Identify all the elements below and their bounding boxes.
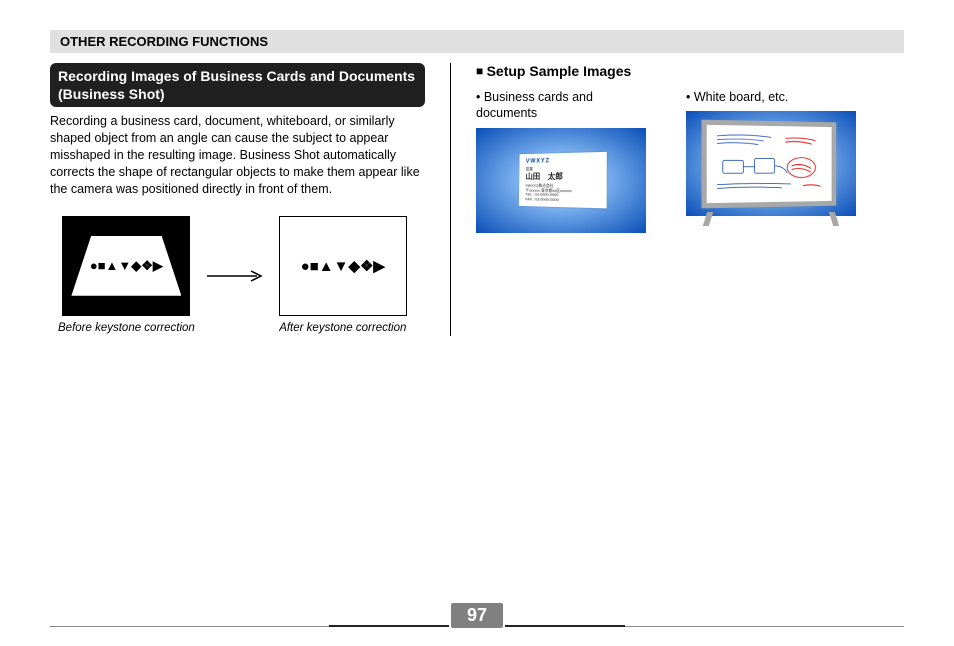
- feature-description: Recording a business card, document, whi…: [50, 113, 425, 197]
- whiteboard-scribble-icon: [713, 130, 826, 198]
- whiteboard-stand-icon: [701, 212, 841, 218]
- page-container: OTHER RECORDING FUNCTIONS Recording Imag…: [0, 0, 954, 336]
- sample-bizcard-image: VWXYZ 営業 山田 太郎 VWXYZ株式会社 〒xxxxxx 東京都xx区x…: [476, 128, 646, 233]
- after-caption: After keystone correction: [279, 322, 406, 336]
- left-column: Recording Images of Business Cards and D…: [50, 63, 450, 336]
- right-column: ■ Setup Sample Images • Business cards a…: [450, 63, 870, 336]
- bizcard-fax: FAX : 03-0000-0000: [525, 197, 599, 203]
- shape-glyphs-after: ●■▲▼◆❖▶: [301, 257, 385, 275]
- sample-heading-text: Setup Sample Images: [487, 63, 632, 79]
- keystone-figure-row: ●■▲▼◆❖▶ Before keystone correction ●■▲▼◆…: [58, 216, 425, 336]
- bizcard-name: 山田 太郎: [525, 171, 599, 182]
- sample-bizcard-col: • Business cards and documents VWXYZ 営業 …: [476, 89, 656, 233]
- before-image: ●■▲▼◆❖▶: [62, 216, 190, 316]
- sample-heading: ■ Setup Sample Images: [476, 63, 870, 79]
- sample-whiteboard-image: [686, 111, 856, 216]
- shape-glyphs: ●■▲▼◆❖▶: [90, 258, 163, 274]
- sample-label-whiteboard: • White board, etc.: [686, 89, 866, 105]
- before-figure: ●■▲▼◆❖▶ Before keystone correction: [58, 216, 195, 336]
- arrow-right-icon: [207, 270, 267, 282]
- sample-label-bizcard: • Business cards and documents: [476, 89, 656, 122]
- feature-title: Recording Images of Business Cards and D…: [50, 63, 425, 107]
- after-figure: ●■▲▼◆❖▶ After keystone correction: [279, 216, 407, 336]
- whiteboard: [701, 119, 836, 208]
- bizcard-logo: VWXYZ: [526, 157, 600, 164]
- two-column-layout: Recording Images of Business Cards and D…: [50, 63, 904, 336]
- before-caption: Before keystone correction: [58, 322, 195, 336]
- square-bullet-icon: ■: [476, 64, 487, 78]
- sample-whiteboard-col: • White board, etc.: [686, 89, 866, 233]
- page-footer: 97: [0, 603, 954, 628]
- trapezoid-shape: ●■▲▼◆❖▶: [71, 236, 181, 296]
- business-card: VWXYZ 営業 山田 太郎 VWXYZ株式会社 〒xxxxxx 東京都xx区x…: [519, 152, 607, 209]
- after-image: ●■▲▼◆❖▶: [279, 216, 407, 316]
- sample-row: • Business cards and documents VWXYZ 営業 …: [476, 89, 870, 233]
- page-number: 97: [451, 603, 503, 628]
- section-banner: OTHER RECORDING FUNCTIONS: [50, 30, 904, 53]
